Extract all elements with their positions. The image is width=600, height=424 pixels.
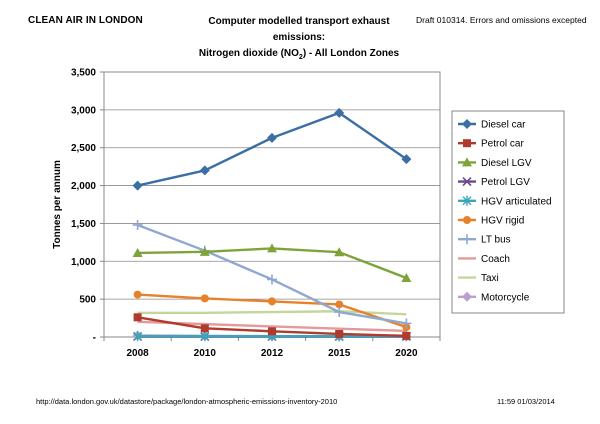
- data-point-diesel-lgv: [401, 272, 412, 282]
- data-point-hgv-rigid: [133, 290, 142, 299]
- data-point-petrol-car: [200, 324, 209, 333]
- legend-label: Coach: [481, 254, 510, 265]
- chart-title-line2: Nitrogen dioxide (NO2) - All London Zone…: [182, 46, 416, 66]
- data-point-petrol-car: [402, 331, 411, 340]
- data-point-hgv-rigid: [335, 300, 344, 309]
- chart-title-line2-sub: 2: [298, 54, 303, 61]
- legend-item-hgv-articulated: HGV articulated: [458, 195, 552, 207]
- legend-label: Motorcycle: [481, 292, 530, 303]
- x-tick-label: 2012: [261, 348, 284, 359]
- data-point-diesel-car: [334, 107, 345, 118]
- data-point-diesel-car: [401, 154, 412, 165]
- source-url: http://data.london.gov.uk/datastore/pack…: [36, 397, 338, 406]
- header-left-title: CLEAN AIR IN LONDON: [28, 15, 143, 26]
- legend-marker: [462, 157, 472, 167]
- data-point-hgv-rigid: [200, 294, 209, 303]
- legend-item-motorcycle: Motorcycle: [458, 291, 530, 303]
- legend-item-diesel-car: Diesel car: [458, 119, 526, 131]
- y-tick-label: 3,000: [71, 105, 96, 116]
- chart-title-line2-post: ) - All London Zones: [302, 48, 400, 59]
- data-point-petrol-car: [133, 313, 142, 322]
- legend-item-diesel-lgv: Diesel LGV: [458, 157, 532, 169]
- x-axis: 2008 2010 2012 2015 2020: [103, 337, 441, 359]
- y-tick-label: 3,500: [71, 68, 96, 79]
- x-tick-label: 2015: [328, 348, 351, 359]
- y-tick-label: 1,000: [71, 257, 96, 268]
- legend-marker: [462, 119, 472, 129]
- series-line-diesel-car: [137, 111, 408, 187]
- timestamp: 11:59 01/03/2014: [497, 397, 555, 406]
- legend-item-hgv-rigid: HGV rigid: [458, 216, 524, 227]
- series-petrol-car: [133, 313, 411, 340]
- series-coach: [137, 320, 407, 333]
- legend-item-petrol-lgv: Petrol LGV: [458, 177, 530, 188]
- data-point-diesel-lgv: [199, 246, 210, 256]
- legend-marker: [462, 177, 472, 187]
- legend-item-taxi: Taxi: [458, 273, 499, 284]
- legend: Diesel car Petrol car Diesel LGV Petrol LGV…: [458, 119, 552, 303]
- y-axis-label: Tonnes per annum: [52, 160, 63, 249]
- legend-label: HGV rigid: [481, 216, 524, 227]
- data-point-hgv-rigid: [268, 297, 276, 306]
- x-tick-label: 2020: [395, 348, 418, 359]
- data-point-diesel-lgv: [132, 247, 143, 257]
- chart-title: Computer modelled transport exhaust emis…: [182, 14, 416, 66]
- data-point-lt-bus: [401, 318, 412, 329]
- chart-title-line2-pre: Nitrogen dioxide (NO: [198, 48, 299, 59]
- x-tick-label: 2008: [126, 348, 149, 359]
- plot-frame: [103, 71, 441, 338]
- legend-marker: [462, 195, 472, 206]
- data-point-hgv-articulated: [200, 331, 210, 342]
- legend-label: Diesel LGV: [481, 158, 532, 169]
- series-line-coach: [137, 320, 407, 333]
- legend-label: HGV articulated: [481, 196, 552, 207]
- legend-label: LT bus: [481, 235, 511, 246]
- legend-label: Petrol car: [481, 139, 524, 150]
- data-point-diesel-car: [132, 180, 143, 191]
- data-point-lt-bus: [334, 307, 345, 318]
- y-tick-label: 1,500: [71, 219, 96, 230]
- series-diesel-car: [132, 107, 412, 191]
- gridlines: [104, 71, 440, 338]
- legend-marker: [463, 139, 471, 148]
- legend-label: Diesel car: [481, 120, 526, 131]
- data-point-hgv-articulated: [133, 331, 143, 342]
- y-tick-label: 2,000: [71, 181, 96, 192]
- data-point-diesel-car: [267, 132, 277, 143]
- data-point-petrol-car: [268, 327, 276, 336]
- draft-note: Draft 010314. Errors and omissions excep…: [416, 15, 587, 25]
- series-hgv-rigid: [133, 290, 411, 332]
- legend-item-coach: Coach: [458, 254, 510, 265]
- chart-title-line1: Computer modelled transport exhaust emis…: [208, 16, 390, 43]
- y-tick-label: 2,500: [71, 143, 96, 154]
- series-lt-bus: [132, 219, 412, 329]
- series-line-diesel-lgv: [137, 247, 407, 280]
- data-point-diesel-lgv: [334, 247, 345, 257]
- x-tick-label: 2010: [194, 348, 217, 359]
- y-tick-label: -: [93, 333, 96, 344]
- legend-label: Petrol LGV: [481, 177, 530, 188]
- legend-label: Taxi: [481, 273, 499, 284]
- legend-item-petrol-car: Petrol car: [458, 139, 524, 150]
- y-axis: - 500 1,000 1,500 2,000 2,500 3,000 3,500: [71, 68, 104, 344]
- data-point-lt-bus: [267, 274, 277, 285]
- legend-marker: [462, 291, 472, 302]
- series-group: [132, 107, 412, 342]
- y-tick-label: 500: [79, 295, 96, 306]
- legend-item-lt-bus: LT bus: [458, 234, 511, 246]
- legend-marker: [463, 216, 471, 224]
- series-line-lt-bus: [137, 223, 407, 325]
- data-point-petrol-car: [335, 329, 344, 338]
- data-point-diesel-car: [199, 165, 210, 176]
- data-point-diesel-lgv: [267, 243, 277, 253]
- series-diesel-lgv: [132, 243, 412, 282]
- legend-marker: [462, 234, 472, 245]
- data-point-lt-bus: [132, 219, 143, 230]
